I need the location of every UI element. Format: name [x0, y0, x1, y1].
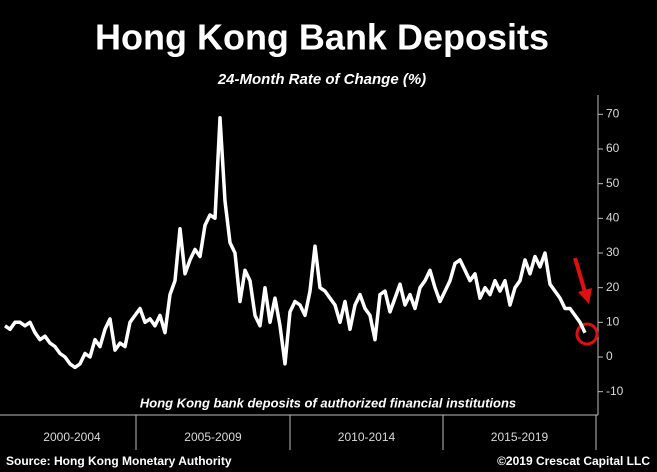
- y-tick-label: -10: [606, 384, 624, 398]
- credit: ©2019 Crescat Capital LLC: [497, 454, 650, 468]
- x-category-label: 2005-2009: [184, 430, 242, 444]
- y-tick-label: 40: [606, 211, 620, 225]
- x-category-label: 2015-2019: [491, 430, 549, 444]
- annotation: Hong Kong bank deposits of authorized fi…: [140, 395, 516, 410]
- y-tick-label: 50: [606, 176, 620, 190]
- y-tick-label: 70: [606, 107, 620, 121]
- source: Source: Hong Kong Monetary Authority: [6, 454, 232, 468]
- separators: [135, 415, 597, 450]
- arrow: [573, 257, 592, 304]
- y-tick-label: 20: [606, 280, 620, 294]
- x-category-label: 2000-2004: [43, 430, 101, 444]
- y-tick-label: 30: [606, 245, 620, 259]
- chart-title: Hong Kong Bank Deposits: [95, 17, 549, 58]
- arrow-shaft: [573, 257, 587, 293]
- x-category-label: 2010-2014: [338, 430, 396, 444]
- chart-subtitle: 24-Month Rate of Change (%): [217, 71, 426, 88]
- y-tick-label: 0: [606, 349, 613, 363]
- y-tick-label: 60: [606, 141, 620, 155]
- arrow-head: [578, 288, 592, 304]
- line-series: [3, 116, 587, 370]
- highlight-circle: [575, 322, 599, 346]
- y-tick-label: 10: [606, 315, 620, 329]
